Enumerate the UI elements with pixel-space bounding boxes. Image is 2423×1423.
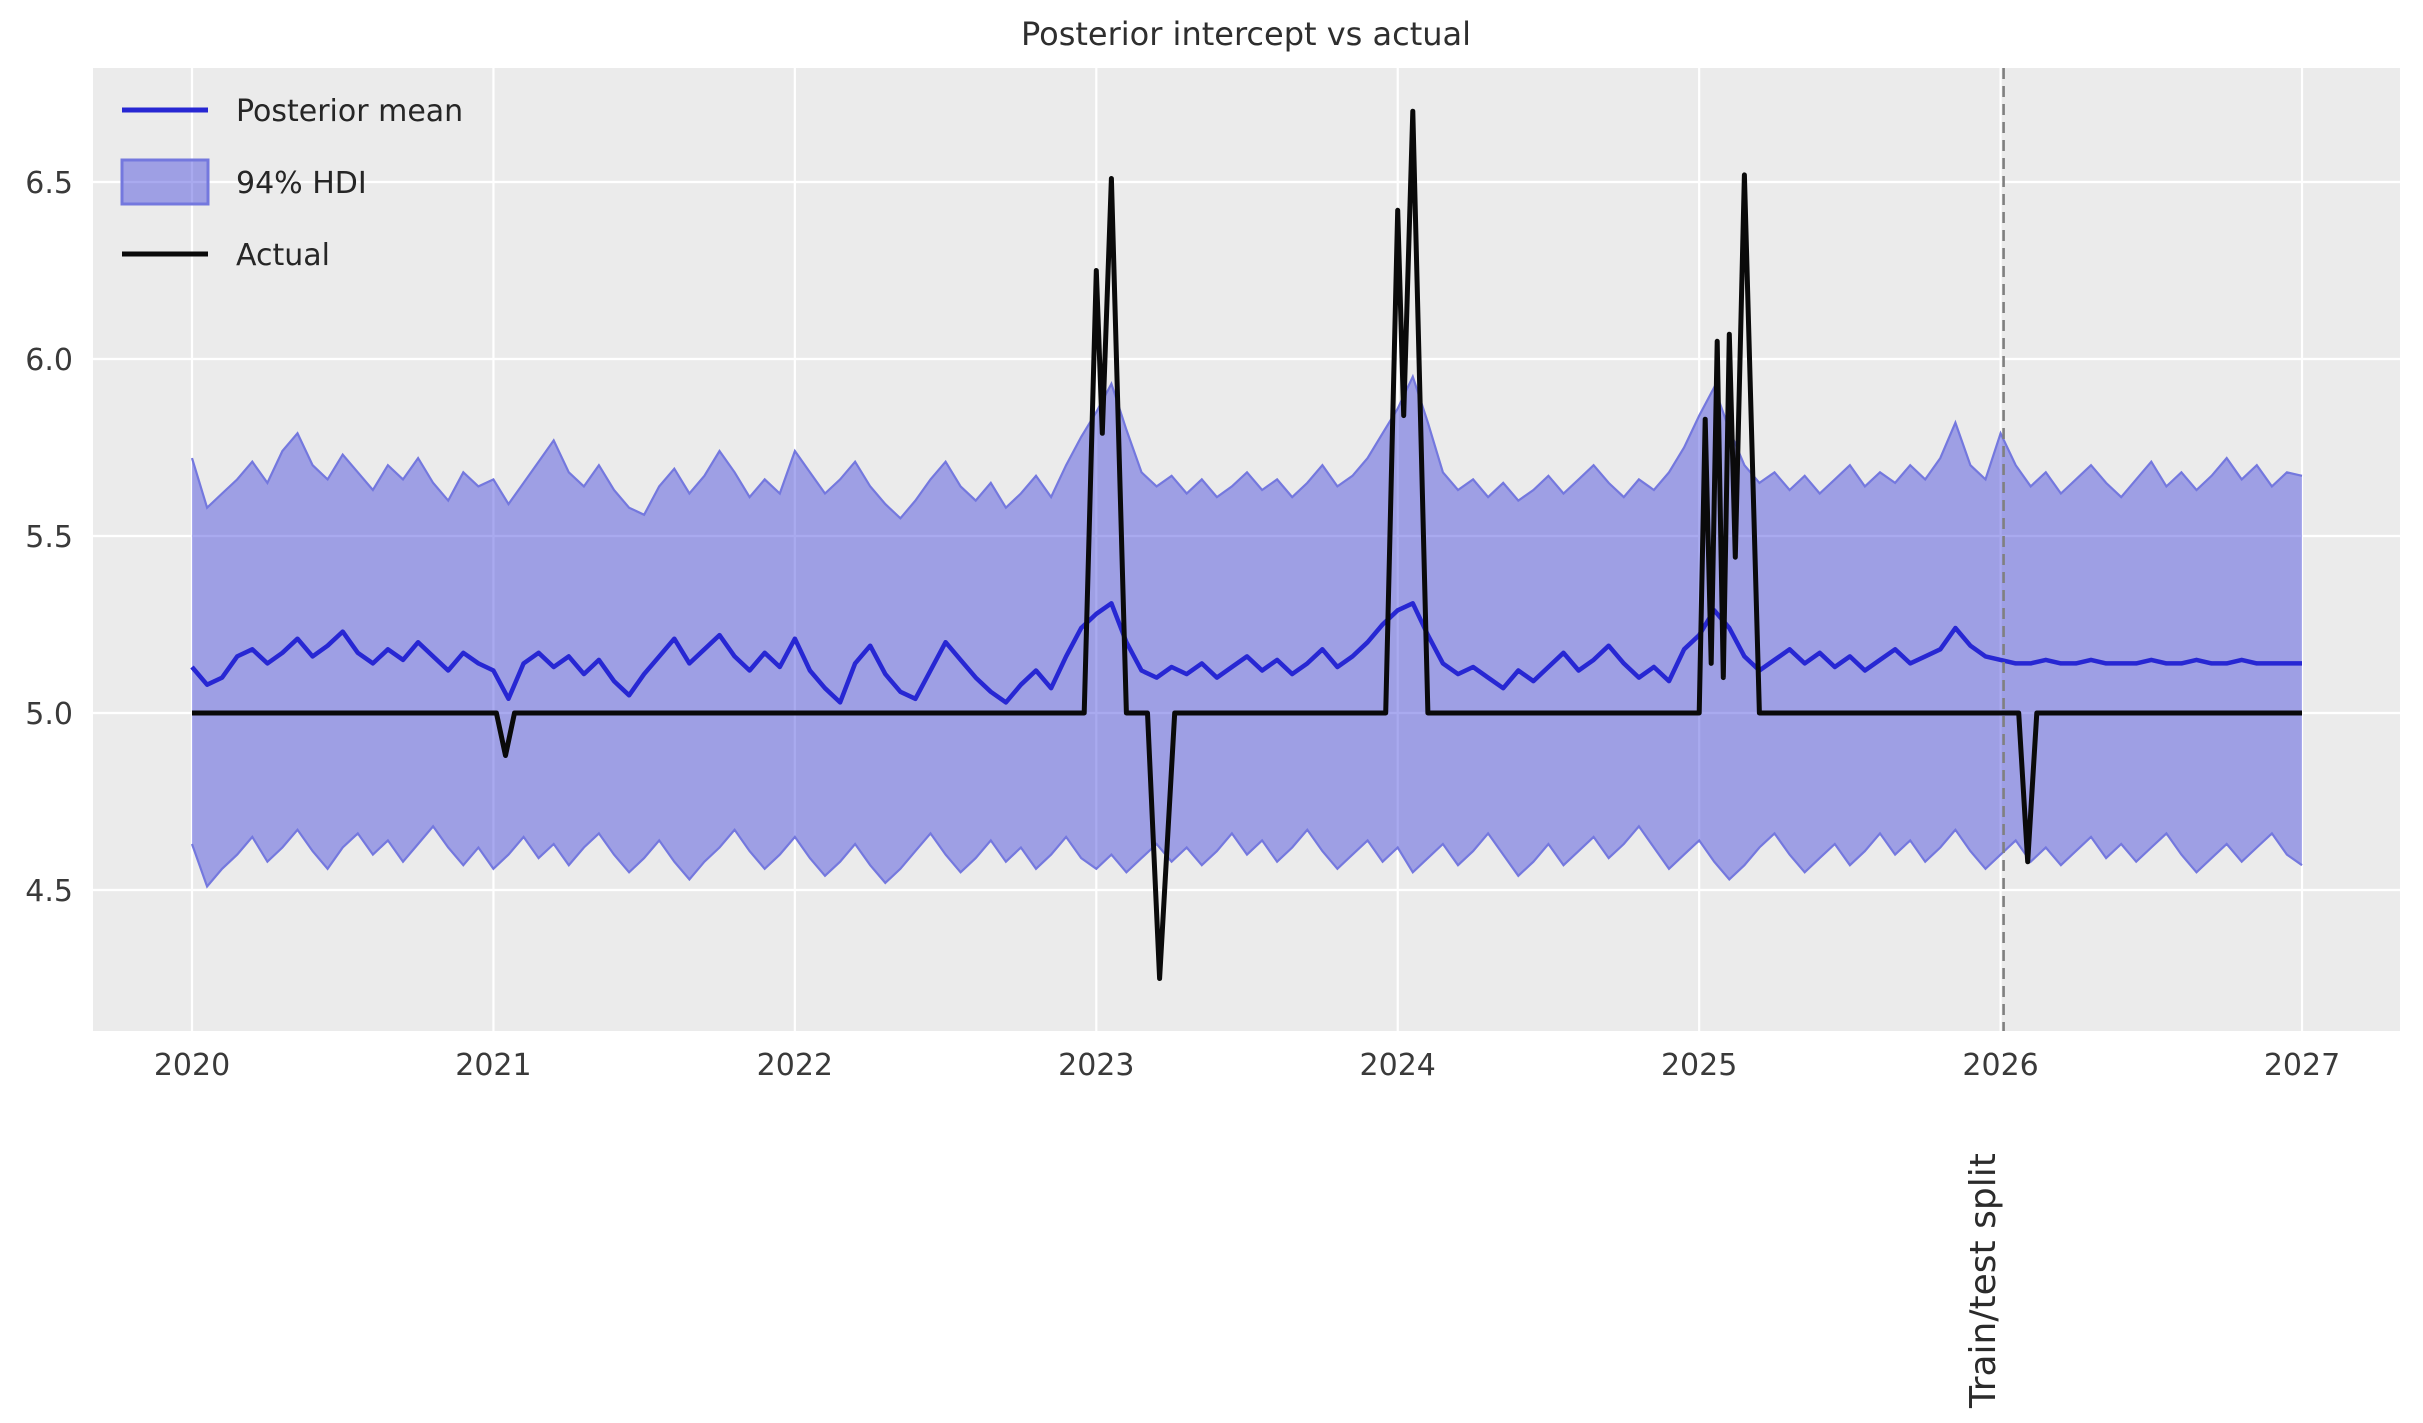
series-layer (190, 68, 2303, 1031)
y-axis-tick-labels: 4.5 5.0 5.5 6.0 6.5 (25, 166, 73, 909)
x-tick-2023: 2023 (1058, 1048, 1134, 1083)
legend-swatch-hdi (120, 158, 210, 206)
x-tick-2020: 2020 (154, 1048, 230, 1083)
x-tick-2021: 2021 (455, 1048, 531, 1083)
legend-label-hdi: 94% HDI (236, 166, 367, 201)
posterior-mean-line (190, 601, 2302, 705)
x-tick-2025: 2025 (1661, 1048, 1737, 1083)
actual-line (192, 108, 2302, 981)
hdi-band-upper-edge (190, 373, 2303, 520)
y-tick-6.5: 6.5 (25, 166, 73, 201)
legend-label-posterior-mean: Posterior mean (236, 94, 463, 129)
y-tick-5.5: 5.5 (25, 520, 73, 555)
plot-area (93, 68, 2400, 1031)
x-tick-2024: 2024 (1360, 1048, 1436, 1083)
y-tick-6: 6.0 (25, 343, 73, 378)
chart-title: Posterior intercept vs actual (1021, 15, 1471, 53)
x-tick-2026: 2026 (1962, 1048, 2038, 1083)
y-tick-5: 5.0 (25, 697, 73, 732)
x-tick-2027: 2027 (2264, 1048, 2340, 1083)
legend: Posterior mean 94% HDI Actual (120, 94, 463, 273)
hdi-band (192, 376, 2302, 887)
x-tick-2022: 2022 (757, 1048, 833, 1083)
hdi-band-lower-edge (190, 824, 2303, 889)
x-axis-tick-labels: 2020 2021 2022 2023 2024 2025 2026 2027 (154, 1048, 2340, 1083)
y-tick-4.5: 4.5 (25, 874, 73, 909)
legend-label-actual: Actual (236, 238, 330, 273)
train-test-split-label: Train/test split (1963, 1153, 2004, 1409)
